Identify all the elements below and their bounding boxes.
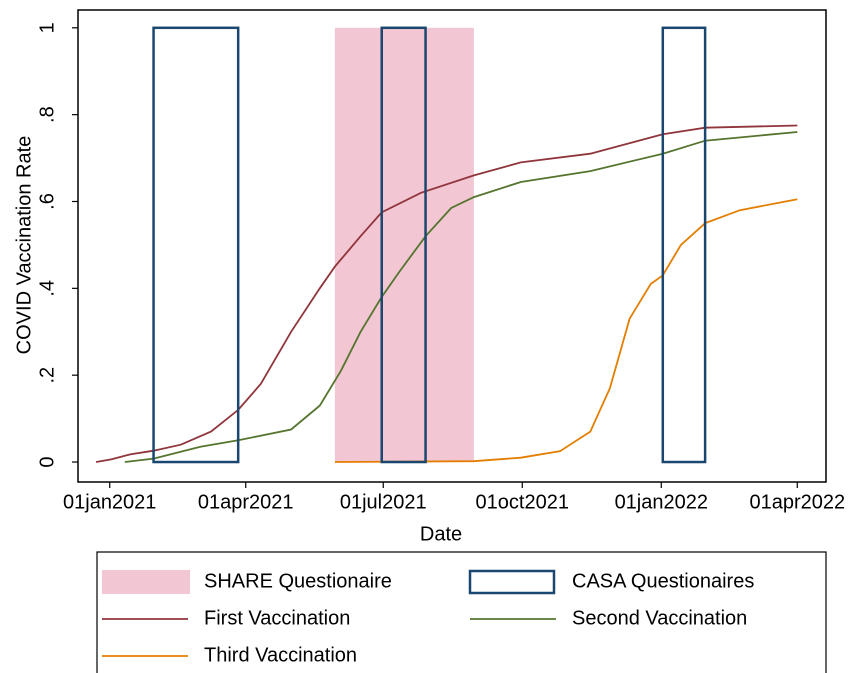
outline-band	[380, 26, 427, 464]
legend-label: SHARE Questionaire	[204, 570, 392, 592]
x-tick-label: 01jan2021	[63, 491, 156, 513]
y-tick-label: .8	[36, 106, 58, 123]
shaded-band	[334, 27, 474, 463]
legend-label: Third Vaccination	[204, 644, 357, 666]
y-tick-label: .6	[36, 193, 58, 210]
x-tick-label: 01jan2022	[615, 491, 708, 513]
x-axis-label: Date	[420, 523, 462, 545]
y-tick-label: 1	[36, 22, 58, 33]
legend-label: CASA Questionaires	[572, 570, 754, 592]
y-tick-label: 0	[36, 456, 58, 467]
plot-frame	[77, 9, 827, 483]
legend-swatch	[468, 569, 556, 595]
x-tick-label: 01oct2021	[476, 491, 569, 513]
series-line	[124, 131, 798, 463]
y-tick-label: .2	[36, 367, 58, 384]
y-tick-label: .4	[36, 280, 58, 297]
legend-box	[96, 551, 827, 673]
outline-band	[661, 26, 707, 464]
legend-swatch	[102, 570, 190, 594]
legend-label: Second Vaccination	[572, 607, 747, 629]
x-tick-label: 01jul2021	[340, 491, 427, 513]
x-tick-label: 01apr2022	[749, 491, 845, 513]
x-tick-label: 01apr2021	[198, 491, 294, 513]
series-line	[95, 124, 798, 463]
y-axis-label: COVID Vaccination Rate	[13, 136, 35, 355]
legend-label: First Vaccination	[204, 607, 350, 629]
outline-band	[152, 26, 240, 464]
